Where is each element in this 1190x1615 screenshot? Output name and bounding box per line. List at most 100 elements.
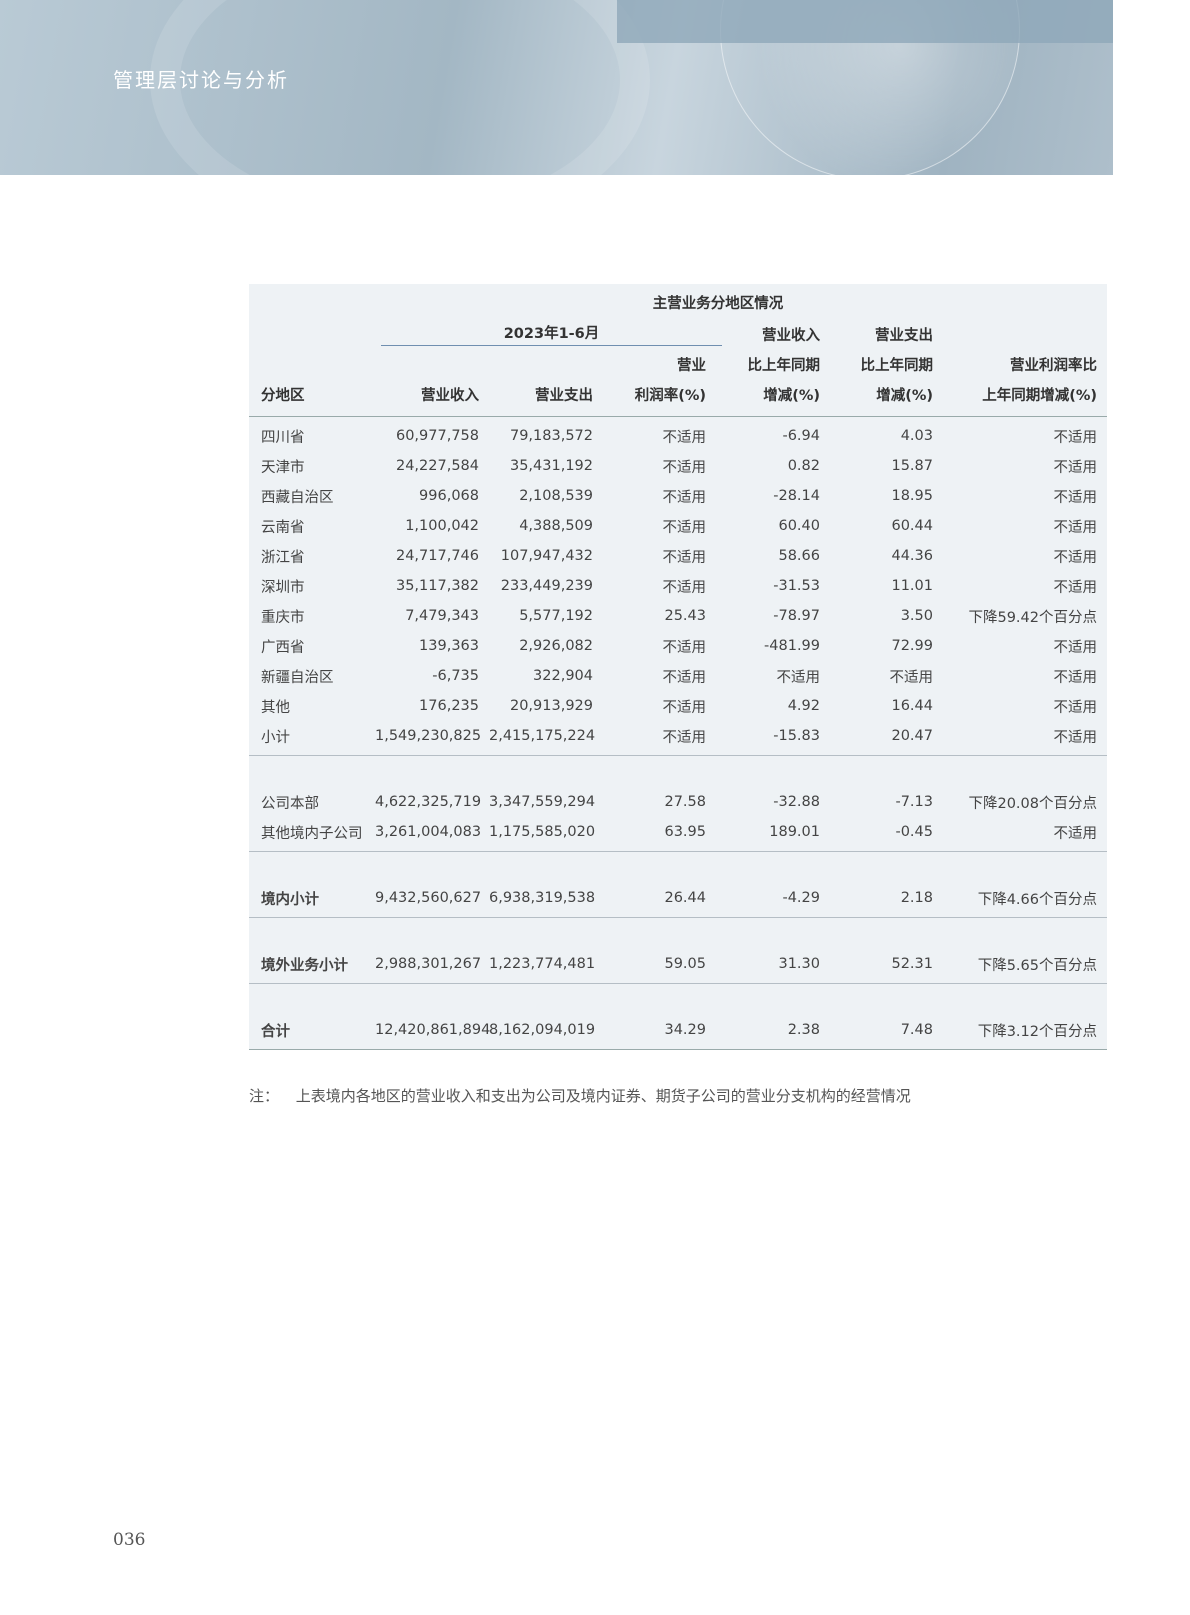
table-row: 云南省 1,100,042 4,388,509 不适用 60.40 60.44 不适用	[249, 511, 1107, 541]
table-cell: 6,938,319,538	[489, 890, 596, 906]
col-exp-change-2: 比上年同期	[860, 358, 934, 374]
table-cell: 5,577,192	[519, 608, 593, 624]
table-cell: 0.82	[787, 458, 820, 474]
table-cell: 58.66	[778, 548, 820, 564]
table-cell: 60.40	[778, 518, 820, 534]
table-cell: 合计	[261, 1023, 290, 1040]
table-cell: 1,175,585,020	[489, 824, 596, 840]
regional-business-table: 主营业务分地区情况 2023年1-6月 分地区 营业收入 营业支出 营业 利润率…	[249, 284, 1107, 1050]
table-cell: 小计	[261, 729, 290, 746]
table-cell: 4.92	[787, 698, 820, 714]
table-cell: 不适用	[776, 669, 821, 686]
table-cell: 境外业务小计	[261, 957, 348, 974]
table-header: 主营业务分地区情况 2023年1-6月 分地区 营业收入 营业支出 营业 利润率…	[249, 284, 1107, 417]
table-cell: 176,235	[419, 698, 479, 714]
table-cell: 2,415,175,224	[489, 728, 596, 744]
table-row: 西藏自治区 996,068 2,108,539 不适用 -28.14 18.95 不适用	[249, 481, 1107, 511]
table-cell: 79,183,572	[509, 428, 593, 444]
table-row: 合计 12,420,861,894 8,162,094,019 34.29 2.38 7.…	[249, 1015, 1107, 1045]
table-cell: 16.44	[891, 698, 933, 714]
table-cell: 4.03	[900, 428, 933, 444]
table-cell: 不适用	[1053, 729, 1098, 746]
table-cell: 云南省	[261, 519, 305, 536]
table-cell: -0.45	[895, 824, 933, 840]
table-note: 注： 上表境内各地区的营业收入和支出为公司及境内证券、期货子公司的营业分支机构的…	[249, 1085, 911, 1106]
table-cell: 不适用	[662, 669, 707, 686]
table-cell: 不适用	[1053, 669, 1098, 686]
table-cell: 不适用	[1053, 459, 1098, 476]
table-row: 天津市 24,227,584 35,431,192 不适用 0.82 15.87 不适用	[249, 451, 1107, 481]
table-cell: 不适用	[889, 669, 934, 686]
table-cell: 72.99	[891, 638, 933, 654]
note-text: 上表境内各地区的营业收入和支出为公司及境内证券、期货子公司的营业分支机构的经营情…	[295, 1087, 911, 1105]
table-cell: -6,735	[432, 668, 479, 684]
table-cell: 9,432,560,627	[375, 890, 482, 906]
table-cell: 公司本部	[261, 795, 319, 812]
table-cell: -78.97	[773, 608, 820, 624]
table-cell: 3,261,004,083	[375, 824, 482, 840]
table-cell: 15.87	[891, 458, 933, 474]
col-rev-change: 营业收入	[762, 328, 820, 344]
table-cell: 2,926,082	[519, 638, 593, 654]
table-row: 四川省 60,977,758 79,183,572 不适用 -6.94 4.03 不适用	[249, 421, 1107, 451]
table-cell: 不适用	[662, 729, 707, 746]
table-cell: 189.01	[769, 824, 820, 840]
col-margin-2: 利润率(%)	[634, 388, 706, 404]
table-cell: 59.05	[664, 956, 706, 972]
period-header: 2023年1-6月	[381, 322, 722, 346]
table-row: 深圳市 35,117,382 233,449,239 不适用 -31.53 11.01 不适…	[249, 571, 1107, 601]
col-margin: 营业	[677, 358, 706, 374]
table-row: 广西省 139,363 2,926,082 不适用 -481.99 72.99 不适用	[249, 631, 1107, 661]
table-cell: 233,449,239	[500, 578, 593, 594]
table-cell: 1,549,230,825	[375, 728, 482, 744]
table-cell: 1,100,042	[405, 518, 479, 534]
table-cell: 新疆自治区	[261, 669, 334, 686]
section-title: 管理层讨论与分析	[113, 68, 289, 92]
col-region: 分地区	[261, 388, 305, 404]
header-banner	[0, 0, 1113, 175]
table-cell: 2,988,301,267	[375, 956, 482, 972]
table-cell: 27.58	[664, 794, 706, 810]
table-cell: 广西省	[261, 639, 305, 656]
table-cell: 31.30	[778, 956, 820, 972]
table-cell: 12,420,861,894	[375, 1022, 491, 1038]
table-cell: 11.01	[891, 578, 933, 594]
table-cell: 不适用	[1053, 489, 1098, 506]
table-cell: 25.43	[664, 608, 706, 624]
table-cell: 24,227,584	[395, 458, 479, 474]
table-cell: 2.38	[787, 1022, 820, 1038]
col-exp-change-3: 增减(%)	[876, 388, 933, 404]
table-row: 重庆市 7,479,343 5,577,192 25.43 -78.97 3.50 下降59…	[249, 601, 1107, 631]
table-cell: -28.14	[773, 488, 820, 504]
table-cell: -31.53	[773, 578, 820, 594]
table-row: 其他 176,235 20,913,929 不适用 4.92 16.44 不适用	[249, 691, 1107, 721]
col-rev-change-3: 增减(%)	[763, 388, 820, 404]
table-row: 其他境内子公司 3,261,004,083 1,175,585,020 63.95 18…	[249, 817, 1107, 847]
table-row: 新疆自治区 -6,735 322,904 不适用 不适用 不适用 不适用	[249, 661, 1107, 691]
note-label: 注：	[249, 1087, 280, 1105]
col-revenue: 营业收入	[421, 388, 479, 404]
table-cell: 深圳市	[261, 579, 305, 596]
table-cell: 26.44	[664, 890, 706, 906]
table-cell: 3.50	[900, 608, 933, 624]
col-margin-change-2: 上年同期增减(%)	[982, 388, 1097, 404]
banner-strip	[617, 0, 1113, 43]
table-cell: -4.29	[782, 890, 820, 906]
table-cell: 139,363	[419, 638, 479, 654]
table-cell: 西藏自治区	[261, 489, 334, 506]
table-cell: 不适用	[662, 579, 707, 596]
col-margin-change: 营业利润率比	[1010, 358, 1097, 374]
table-cell: 35,431,192	[509, 458, 593, 474]
table-cell: 不适用	[1053, 699, 1098, 716]
table-cell: 60,977,758	[395, 428, 479, 444]
table-cell: 不适用	[1053, 519, 1098, 536]
table-cell: 不适用	[662, 429, 707, 446]
table-cell: 不适用	[662, 549, 707, 566]
table-cell: 下降3.12个百分点	[977, 1023, 1097, 1040]
table-cell: 2,108,539	[519, 488, 593, 504]
page-number: 036	[113, 1530, 146, 1550]
table-cell: 322,904	[533, 668, 593, 684]
table-cell: 其他	[261, 699, 290, 716]
table-cell: 996,068	[419, 488, 479, 504]
table-cell: 浙江省	[261, 549, 305, 566]
